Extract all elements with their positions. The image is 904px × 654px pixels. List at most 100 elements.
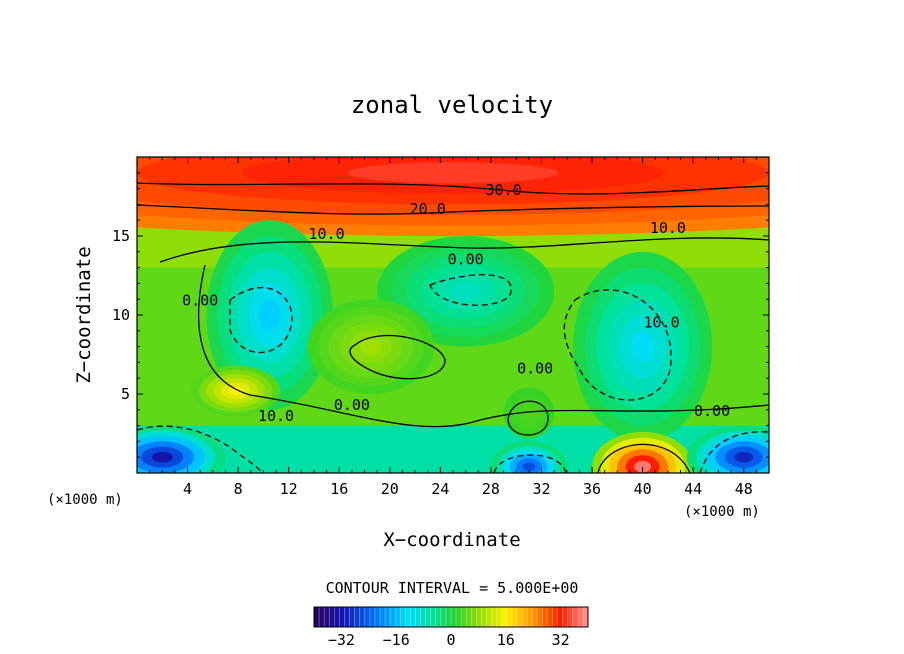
x-tick-label: 16 — [330, 480, 348, 498]
contour-line — [507, 400, 549, 436]
contour-line — [137, 425, 263, 473]
colorbar-swatch — [451, 607, 457, 627]
colorbar-swatch — [354, 607, 360, 627]
contour-line — [349, 334, 446, 380]
colorbar-swatch — [344, 607, 350, 627]
field-core — [151, 451, 173, 463]
contour-line — [493, 454, 567, 473]
contour-label: 10.0 — [258, 407, 294, 425]
contour-labels: 30.0 20.0 10.0 10.0 0.00 0.00 10.0 0.00 0.00 10.0… — [182, 181, 730, 425]
contour-line — [159, 237, 769, 263]
colorbar-swatch — [390, 607, 396, 627]
colorbar-swatch — [456, 607, 462, 627]
x-tick-label: 28 — [482, 480, 500, 498]
field-core — [634, 460, 652, 473]
x-unit-left: (×1000 m) — [47, 492, 123, 508]
field-core — [522, 462, 536, 471]
colorbar — [313, 606, 589, 628]
colorbar-swatch — [435, 607, 442, 627]
contour-label: 10.0 — [643, 314, 679, 332]
colorbar-swatch — [476, 607, 482, 627]
x-tick-label: 36 — [583, 480, 601, 498]
x-tick-label: 44 — [684, 480, 702, 498]
colorbar-swatch — [374, 607, 381, 627]
y-axis-label: Z−coordinate — [73, 246, 95, 383]
contour-line — [137, 182, 769, 195]
colorbar-swatch — [537, 607, 543, 627]
colorbar-swatch — [461, 607, 467, 627]
colorbar-tick-label: 32 — [552, 631, 570, 649]
colorbar-swatch — [481, 607, 487, 627]
colorbar-swatch — [415, 607, 421, 627]
contour-label: 0.00 — [448, 250, 484, 268]
x-axis-ticks: 4 8 12 16 20 24 28 32 36 40 44 48 — [149, 157, 757, 498]
contour-label: 10.0 — [650, 219, 686, 237]
colorbar-frame — [313, 606, 589, 628]
x-tick-label: 24 — [431, 480, 449, 498]
field-core — [631, 330, 655, 363]
colorbar-swatch — [334, 607, 340, 627]
colorbar-swatch — [410, 607, 416, 627]
colorbar-swatch — [532, 607, 538, 627]
colorbar-swatch — [329, 607, 335, 627]
contour-line — [597, 443, 691, 473]
x-tick-label: 32 — [532, 480, 550, 498]
colorbar-tick-label: −16 — [383, 631, 410, 649]
colorbar-swatch — [425, 607, 432, 627]
contour-label: 0.00 — [694, 402, 730, 420]
colorbar-swatch — [379, 607, 386, 627]
colorbar-swatch — [359, 607, 366, 627]
x-tick-label: 8 — [234, 480, 243, 498]
contour-line — [197, 264, 769, 428]
contour-line — [429, 274, 512, 306]
x-tick-label: 40 — [634, 480, 652, 498]
y-tick-label: 5 — [121, 385, 130, 403]
colorbar-swatch — [572, 607, 579, 627]
colorbar-swatch — [395, 607, 401, 627]
colorbar-swatch — [364, 607, 371, 627]
field-core — [347, 162, 559, 184]
field-core — [450, 282, 481, 301]
colorbar-swatch — [577, 607, 584, 627]
y-tick-label: 15 — [112, 227, 130, 245]
colorbar-swatch — [562, 607, 569, 627]
colorbar-swatch — [319, 607, 325, 627]
colorbar-swatch — [582, 607, 589, 627]
colorbar-tick-label: 0 — [446, 631, 455, 649]
x-tick-label: 4 — [183, 480, 192, 498]
x-axis-label: X−coordinate — [383, 529, 520, 551]
colorbar-swatch — [486, 607, 492, 627]
colorbar-swatch — [339, 607, 345, 627]
y-tick-label: 10 — [112, 306, 130, 324]
colorbar-swatch — [445, 607, 452, 627]
colorbar-swatch — [496, 607, 503, 627]
colorbar-swatch — [567, 607, 574, 627]
colorbar-swatch — [516, 607, 523, 627]
colorbar-swatch — [527, 607, 533, 627]
field-core — [228, 386, 243, 396]
x-tick-label: 48 — [735, 480, 753, 498]
colorbar-swatch — [522, 607, 528, 627]
contour-label: 30.0 — [485, 181, 521, 199]
colorbar-swatch — [501, 607, 508, 627]
contour-line — [137, 204, 769, 215]
colorbar-swatch — [369, 607, 376, 627]
contour-line — [563, 289, 672, 401]
contour-label: 10.0 — [309, 225, 345, 243]
colorbar-swatch — [471, 607, 477, 627]
colorbar-swatch — [385, 607, 391, 627]
colorbar-swatch — [491, 607, 497, 627]
contour-line — [229, 287, 293, 353]
velocity-field — [137, 157, 769, 473]
colorbar-swatch — [440, 607, 447, 627]
colorbar-swatch — [466, 607, 472, 627]
contour-label: 20.0 — [410, 200, 446, 218]
colorbar-swatch — [430, 607, 437, 627]
colorbar-swatch — [349, 607, 355, 627]
colorbar-swatch — [400, 607, 406, 627]
x-tick-label: 12 — [280, 480, 298, 498]
x-unit-right: (×1000 m) — [684, 504, 760, 520]
colorbar-swatch — [511, 607, 518, 627]
colorbar-swatch — [552, 607, 558, 627]
contour-interval-text: CONTOUR INTERVAL = 5.000E+00 — [326, 579, 579, 597]
